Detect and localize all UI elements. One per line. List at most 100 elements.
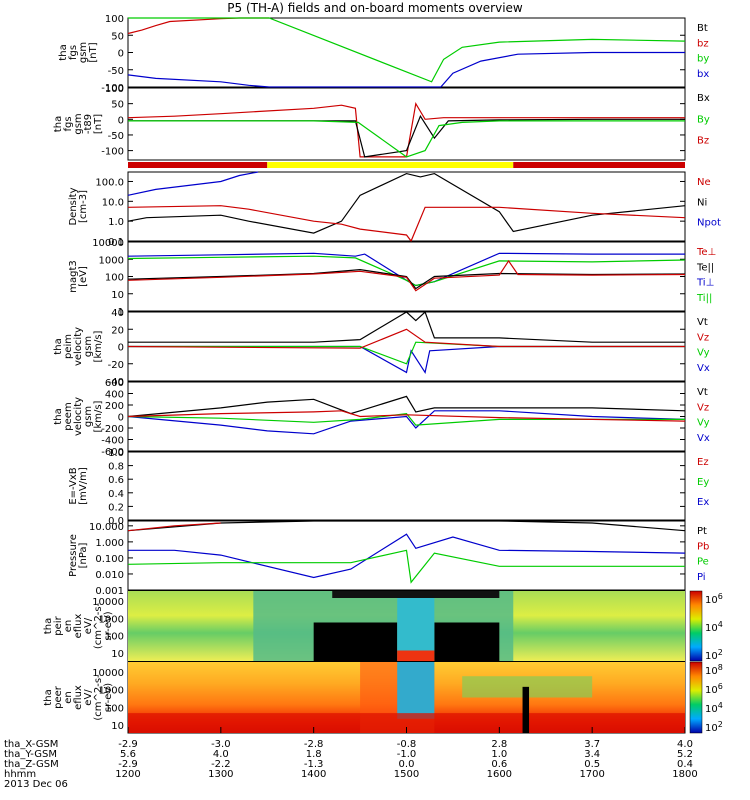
x-row-value: -2.2 bbox=[211, 759, 231, 770]
y-tick-label: 10 bbox=[111, 649, 124, 660]
ion-spectrogram: 106 104 102 bbox=[128, 590, 723, 662]
y-tick-label: 1 bbox=[118, 307, 124, 318]
x-row-value: 1300 bbox=[208, 769, 233, 780]
panel-temperature: 10000 1000 100 10 1 magt3[eV] Te⊥ Te|| Ti⊥ Ti|| bbox=[68, 238, 716, 318]
spectrogram-band bbox=[397, 650, 435, 661]
y-axis-label: Density[cm-3] bbox=[68, 187, 89, 225]
y-axis-label: thapeirenefluxeV/(cm^2-s-sr-eV) bbox=[43, 602, 114, 649]
legend-item: bz bbox=[697, 38, 709, 49]
x-row-value: 0.4 bbox=[677, 759, 693, 770]
panel-bgse: 100 50 0 -50 -100 thafgsgsm-t89[nT] Bx By Bz bbox=[53, 84, 710, 161]
x-row-value: -1.3 bbox=[304, 759, 324, 770]
legend-item: Bx bbox=[697, 93, 710, 104]
colorbar-tick-label: 102 bbox=[705, 648, 723, 662]
x-row-value: 1600 bbox=[487, 769, 512, 780]
x-row-value: 0.6 bbox=[491, 759, 507, 770]
series-Bz bbox=[127, 102, 685, 158]
y-tick-label: 100 bbox=[105, 84, 124, 95]
legend-item: Te|| bbox=[696, 262, 714, 273]
quality-bar-yellow bbox=[267, 162, 514, 168]
y-tick-label: 0 bbox=[118, 49, 124, 60]
y-tick-label: 10.000 bbox=[89, 522, 124, 533]
legend-item: Pb bbox=[697, 541, 709, 552]
y-axis-label: thafgsgsm[nT] bbox=[58, 42, 99, 63]
y-tick-label: 10.0 bbox=[102, 197, 124, 208]
series-Pe bbox=[127, 549, 685, 584]
y-tick-label: 0.1 bbox=[108, 237, 124, 248]
series-Vz bbox=[127, 328, 685, 349]
x-row-value: 1400 bbox=[301, 769, 326, 780]
y-tick-label: 10000 bbox=[92, 597, 124, 608]
panel-frame bbox=[127, 87, 686, 161]
y-tick-label: 0.0 bbox=[108, 516, 124, 527]
series-Vt bbox=[127, 395, 686, 418]
x-row-value: 3.7 bbox=[584, 739, 600, 750]
spectrogram-band bbox=[313, 622, 398, 661]
y-tick-label: 0.4 bbox=[108, 489, 124, 500]
x-row-label: tha_X-GSM bbox=[4, 739, 58, 750]
legend-item: Vt bbox=[697, 387, 708, 398]
y-tick-label: -50 bbox=[108, 66, 124, 77]
y-axis-label: E=-VxB[mV/m] bbox=[68, 467, 89, 505]
x-row-value: -0.8 bbox=[397, 739, 417, 750]
legend-item: Vy bbox=[697, 418, 710, 429]
legend-item: by bbox=[697, 54, 709, 65]
legend-item: Vt bbox=[697, 317, 708, 328]
legend-item: Ey bbox=[697, 477, 709, 488]
colorbar-tick-label: 102 bbox=[705, 720, 723, 734]
series-Te|| bbox=[127, 268, 686, 290]
y-tick-label: 1000 bbox=[99, 255, 124, 266]
x-row-value: -1.0 bbox=[397, 749, 417, 760]
x-row-value: -3.0 bbox=[211, 739, 231, 750]
legend-item: Ni bbox=[697, 197, 707, 208]
y-tick-label: 1000 bbox=[99, 614, 124, 625]
y-tick-label: 0 bbox=[118, 343, 124, 354]
y-tick-label: 0.8 bbox=[108, 462, 124, 473]
panel-vi: 40 20 0 -20 -40 thapeimvelocitygsm[km/s] Vt Vz V… bbox=[53, 308, 710, 388]
spectrogram-band bbox=[332, 591, 500, 598]
y-axis-label: thafgsgsm-t89[nT] bbox=[53, 113, 104, 134]
x-row-value: 5.6 bbox=[120, 749, 136, 760]
y-tick-label: -100 bbox=[101, 83, 124, 94]
y-tick-label: 200 bbox=[105, 401, 124, 412]
panel-frame bbox=[127, 171, 686, 242]
y-axis-label: Pressure[nPa] bbox=[68, 534, 89, 577]
x-row-value: 3.4 bbox=[584, 749, 600, 760]
y-tick-label: 0.010 bbox=[95, 570, 124, 581]
y-tick-label: 0 bbox=[118, 413, 124, 424]
series-bz bbox=[127, 17, 270, 35]
y-tick-label: 1.0 bbox=[108, 448, 124, 459]
x-row-label: tha_Y-GSM bbox=[4, 749, 57, 760]
series-Te⊥ bbox=[127, 259, 686, 292]
y-tick-label: 0 bbox=[118, 115, 124, 126]
series-Vz bbox=[127, 410, 686, 422]
x-row-value: 1200 bbox=[115, 769, 140, 780]
y-tick-label: 50 bbox=[111, 100, 124, 111]
series-Npot bbox=[127, 171, 259, 196]
y-axis-label: magt3[eV] bbox=[68, 260, 89, 293]
y-tick-label: -100 bbox=[101, 147, 124, 158]
y-tick-label: 10 bbox=[111, 290, 124, 301]
y-tick-label: 0.6 bbox=[108, 475, 124, 486]
x-row-value: -2.9 bbox=[118, 739, 138, 750]
colorbar-tick-label: 104 bbox=[705, 620, 723, 634]
colorbar-tick-label: 108 bbox=[705, 663, 723, 677]
color-bar bbox=[689, 590, 703, 662]
colorbar-tick-label: 104 bbox=[705, 701, 723, 715]
series-Vx bbox=[128, 345, 685, 374]
series-Pt bbox=[127, 520, 686, 532]
x-row-value: -2.8 bbox=[304, 739, 324, 750]
y-tick-label: 10000 bbox=[92, 668, 124, 679]
legend-item: Ex bbox=[697, 497, 709, 508]
colorbar-tick-label: 106 bbox=[705, 682, 723, 696]
y-tick-label: 20 bbox=[111, 325, 124, 336]
x-row-value: 2.8 bbox=[491, 739, 507, 750]
series-bx bbox=[127, 51, 685, 88]
colorbar-tick-label: 106 bbox=[705, 592, 723, 606]
panel-efield: 1.0 0.8 0.6 0.4 0.2 0.0 E=-VxB[mV/m] Ez Ey Ex bbox=[68, 448, 709, 527]
y-axis-label: thapeimvelocitygsm[km/s] bbox=[53, 327, 104, 366]
color-bar bbox=[689, 661, 703, 734]
legend-item: Bz bbox=[697, 136, 709, 147]
spectrogram-band bbox=[434, 622, 500, 661]
